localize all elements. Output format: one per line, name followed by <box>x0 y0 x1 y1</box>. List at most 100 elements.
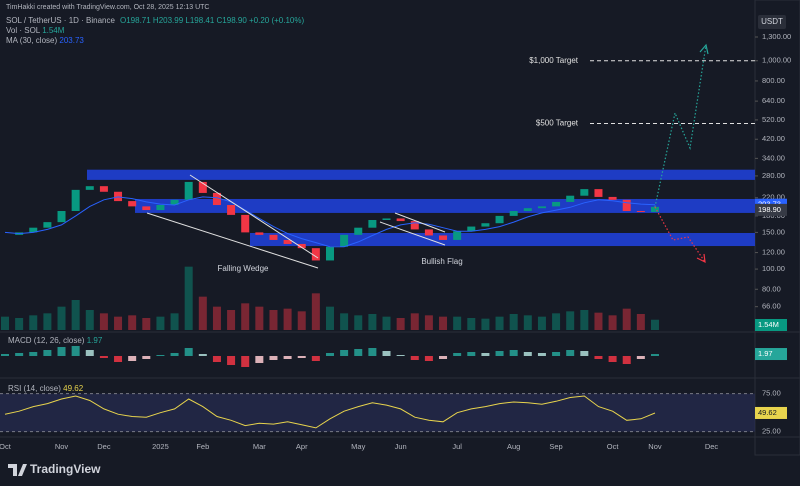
candle <box>650 206 659 212</box>
zone <box>250 232 755 247</box>
candle <box>608 196 617 200</box>
wedge-line <box>189 174 319 259</box>
volume-bar <box>297 311 306 330</box>
rsi-price-label: 49.62 <box>758 408 777 417</box>
arrow-head <box>699 43 709 55</box>
rsi-tick-label: 25.00 <box>762 427 781 436</box>
macd-bar <box>580 351 589 356</box>
x-tick-label: Oct <box>0 442 12 451</box>
candle <box>255 232 264 235</box>
candle <box>636 211 645 213</box>
volume-bar <box>566 311 575 330</box>
macd-bar <box>43 350 52 356</box>
candle <box>184 181 193 200</box>
candle <box>212 192 221 206</box>
volume-bar <box>552 313 561 330</box>
volume-bar <box>212 306 221 330</box>
macd-bar <box>410 356 419 360</box>
macd-bar <box>354 349 363 356</box>
ma-line <box>4 196 656 248</box>
volume-bar <box>57 306 66 330</box>
brand: TradingView <box>30 462 101 476</box>
volume-bar <box>71 300 80 330</box>
macd-bar <box>453 353 462 356</box>
macd-bar <box>481 353 490 356</box>
rsi-tick-label: 75.00 <box>762 389 781 398</box>
rsi-title: RSI (14, close) <box>8 384 61 393</box>
ma-label: MA (30, close) 203.73 <box>6 36 84 45</box>
volume-bar <box>269 310 278 330</box>
volume-bar <box>650 319 659 330</box>
y-tick-label: 150.00 <box>762 227 785 236</box>
volume-bar <box>481 318 490 330</box>
macd-bar <box>608 356 617 362</box>
macd-value: 1.97 <box>87 336 103 345</box>
volume-bar <box>85 310 94 330</box>
last-price-label-box <box>755 203 787 216</box>
candle <box>57 211 66 223</box>
candle <box>283 239 292 244</box>
macd-bar <box>636 356 645 359</box>
volume-bar <box>523 315 532 330</box>
candle <box>170 199 179 206</box>
candle <box>71 189 80 212</box>
candle <box>227 205 236 215</box>
macd-bar <box>142 356 151 359</box>
quotes: O198.71 H203.99 L198.41 C198.90 +0.20 (+… <box>120 16 304 25</box>
macd-bar <box>128 356 137 361</box>
macd-bar <box>283 356 292 359</box>
volume-bar <box>636 314 645 330</box>
macd-bar <box>184 348 193 356</box>
candle <box>198 181 207 193</box>
last-price-label: 198.90 <box>758 205 781 214</box>
currency-button[interactable] <box>758 15 786 29</box>
volume-bar <box>283 308 292 330</box>
macd-bar <box>325 353 334 356</box>
macd-bar <box>622 356 631 364</box>
y-tick-label: 800.00 <box>762 76 785 85</box>
volume-bar <box>509 314 518 330</box>
volume-bar <box>156 316 165 330</box>
y-tick-label: 520.00 <box>762 115 785 124</box>
target-label: $500 Target <box>536 119 579 128</box>
macd-bar <box>650 354 659 356</box>
ma-title: MA (30, close) <box>6 36 57 45</box>
x-tick-label: May <box>351 442 365 451</box>
macd-bar <box>439 356 448 359</box>
target-label: $1,000 Target <box>529 56 579 65</box>
y-tick-label: 420.00 <box>762 134 785 143</box>
annotation: Bullish Flag <box>421 257 462 266</box>
volume-bar <box>29 315 38 330</box>
x-tick-label: Feb <box>196 442 209 451</box>
bull-projection <box>654 44 707 208</box>
candle <box>396 218 405 222</box>
macd-bar <box>198 354 207 356</box>
ma-value: 203.73 <box>59 36 84 45</box>
volume-bar <box>15 318 24 330</box>
volume-bar <box>396 318 405 330</box>
volume-bar <box>198 296 207 330</box>
macd-price-label-box <box>755 348 787 361</box>
currency[interactable]: USDT <box>761 17 783 26</box>
x-tick-label: Jul <box>452 442 462 451</box>
macd-bar <box>594 356 603 359</box>
volume-bar <box>114 316 123 330</box>
macd-bar <box>495 351 504 356</box>
zone <box>87 169 755 180</box>
macd-bar <box>212 356 221 362</box>
volume-label-box: 1.54M <box>758 320 779 329</box>
rsi-band <box>0 393 755 432</box>
candle <box>439 235 448 240</box>
volume-bar <box>410 313 419 330</box>
volume-bar <box>255 306 264 330</box>
macd-bar <box>509 350 518 356</box>
candle <box>410 221 419 230</box>
volume-bar <box>354 315 363 330</box>
volume-bar <box>311 293 320 330</box>
volume-label-box-box <box>755 319 787 331</box>
x-tick-label: Oct <box>607 442 620 451</box>
candle <box>523 208 532 212</box>
candle <box>580 189 589 196</box>
volume-bar <box>495 316 504 330</box>
